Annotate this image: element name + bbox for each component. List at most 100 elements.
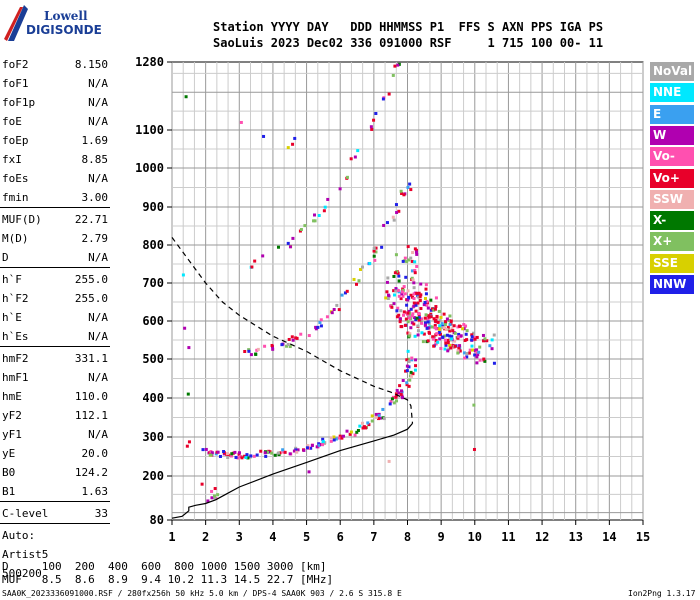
x-tick-label: 14: [602, 530, 616, 544]
echo-point: [329, 436, 333, 440]
echo-point: [254, 352, 258, 356]
echo-point: [458, 349, 462, 353]
echo-point: [407, 309, 411, 313]
echo-point: [435, 332, 439, 336]
echo-point: [234, 455, 238, 459]
parameter-panel: foF2 8.150 foF1 N/A foF1p N/A foE N/A foEp 1.69 fx…: [0, 0, 112, 580]
echo-point: [434, 319, 438, 323]
echo-point: [401, 294, 405, 298]
echo-point: [378, 416, 382, 420]
logo-text-lowell: Lowell: [44, 9, 88, 23]
echo-point: [426, 306, 430, 310]
legend-item-vo: Vo-: [650, 147, 694, 167]
profile-extrapolation: [171, 237, 414, 424]
echo-point: [334, 437, 338, 441]
echo-point: [465, 338, 469, 342]
echo-point: [425, 303, 429, 307]
echo-point: [204, 447, 208, 451]
echo-point: [478, 358, 482, 362]
footer-distance-row: D 100 200 400 600 800 1000 1500 3000 [km…: [2, 560, 327, 573]
echo-point: [291, 338, 295, 342]
echo-point: [293, 136, 297, 140]
echo-point: [448, 343, 452, 347]
echo-point: [307, 470, 311, 474]
param-key: foF2: [2, 58, 29, 71]
echo-point: [416, 324, 420, 328]
echo-point: [409, 326, 413, 330]
echo-point: [390, 305, 394, 309]
echo-point: [417, 318, 421, 322]
y-tick-label: 80: [150, 513, 164, 527]
echo-point: [374, 415, 378, 419]
echo-point: [472, 336, 476, 340]
echo-point: [406, 289, 410, 293]
echo-point: [367, 423, 371, 427]
echo-point: [399, 392, 403, 396]
echo-point: [429, 298, 433, 302]
echo-point: [444, 343, 448, 347]
param-key: D: [2, 251, 9, 264]
echo-point: [364, 426, 368, 430]
echo-point: [438, 332, 442, 336]
legend-item-ssw: SSW: [650, 189, 694, 209]
echo-point: [413, 368, 417, 372]
param-key: yF2: [2, 409, 22, 422]
echo-point: [442, 326, 446, 330]
x-tick-label: 3: [236, 530, 243, 544]
echo-point: [409, 374, 413, 378]
param-key: fxI: [2, 153, 22, 166]
param-value: N/A: [88, 172, 108, 185]
echo-point: [403, 256, 407, 260]
param-separator: [0, 523, 110, 524]
y-tick-label: 500: [142, 352, 164, 366]
echo-point: [229, 454, 233, 458]
echo-point: [212, 494, 216, 498]
echo-point: [292, 449, 296, 453]
y-tick-label: 900: [142, 200, 164, 214]
echo-point: [424, 287, 428, 291]
echo-point: [393, 64, 397, 68]
echo-point: [392, 302, 396, 306]
echo-point: [307, 334, 311, 338]
echo-point: [453, 339, 457, 343]
echo-point: [406, 357, 410, 361]
echo-point: [183, 326, 187, 330]
echo-point: [447, 347, 451, 351]
echo-point: [285, 344, 289, 348]
echo-point: [433, 323, 437, 327]
echo-point: [373, 258, 377, 262]
echo-point: [477, 350, 481, 354]
echo-point: [394, 289, 398, 293]
echo-point: [280, 343, 284, 347]
echo-point: [395, 211, 399, 215]
autoscaling-label: Artist5: [2, 548, 49, 561]
echo-point: [415, 316, 419, 320]
echo-point: [345, 429, 349, 433]
echo-point: [408, 332, 412, 336]
echo-point: [439, 315, 443, 319]
echo-point: [231, 451, 235, 455]
echo-point: [449, 319, 453, 323]
echo-point: [434, 327, 438, 331]
echo-point: [213, 487, 217, 491]
echo-point: [273, 453, 277, 457]
echo-point: [421, 340, 425, 344]
param-value: 124.2: [74, 466, 108, 479]
echo-point: [414, 250, 418, 254]
echo-point: [249, 353, 253, 357]
echo-point: [448, 334, 452, 338]
echo-point: [399, 325, 403, 329]
echo-point: [409, 307, 413, 311]
echo-point: [463, 338, 467, 342]
param-key: h`Es: [2, 330, 29, 343]
echo-point: [406, 245, 410, 249]
echo-point: [412, 281, 416, 285]
echo-point: [409, 188, 413, 192]
echo-point: [397, 279, 401, 283]
param-key: yE: [2, 447, 16, 460]
echo-point: [409, 370, 413, 374]
echo-point: [470, 348, 474, 352]
echo-point: [401, 313, 405, 317]
echo-point: [415, 252, 419, 256]
echo-point: [462, 327, 466, 331]
